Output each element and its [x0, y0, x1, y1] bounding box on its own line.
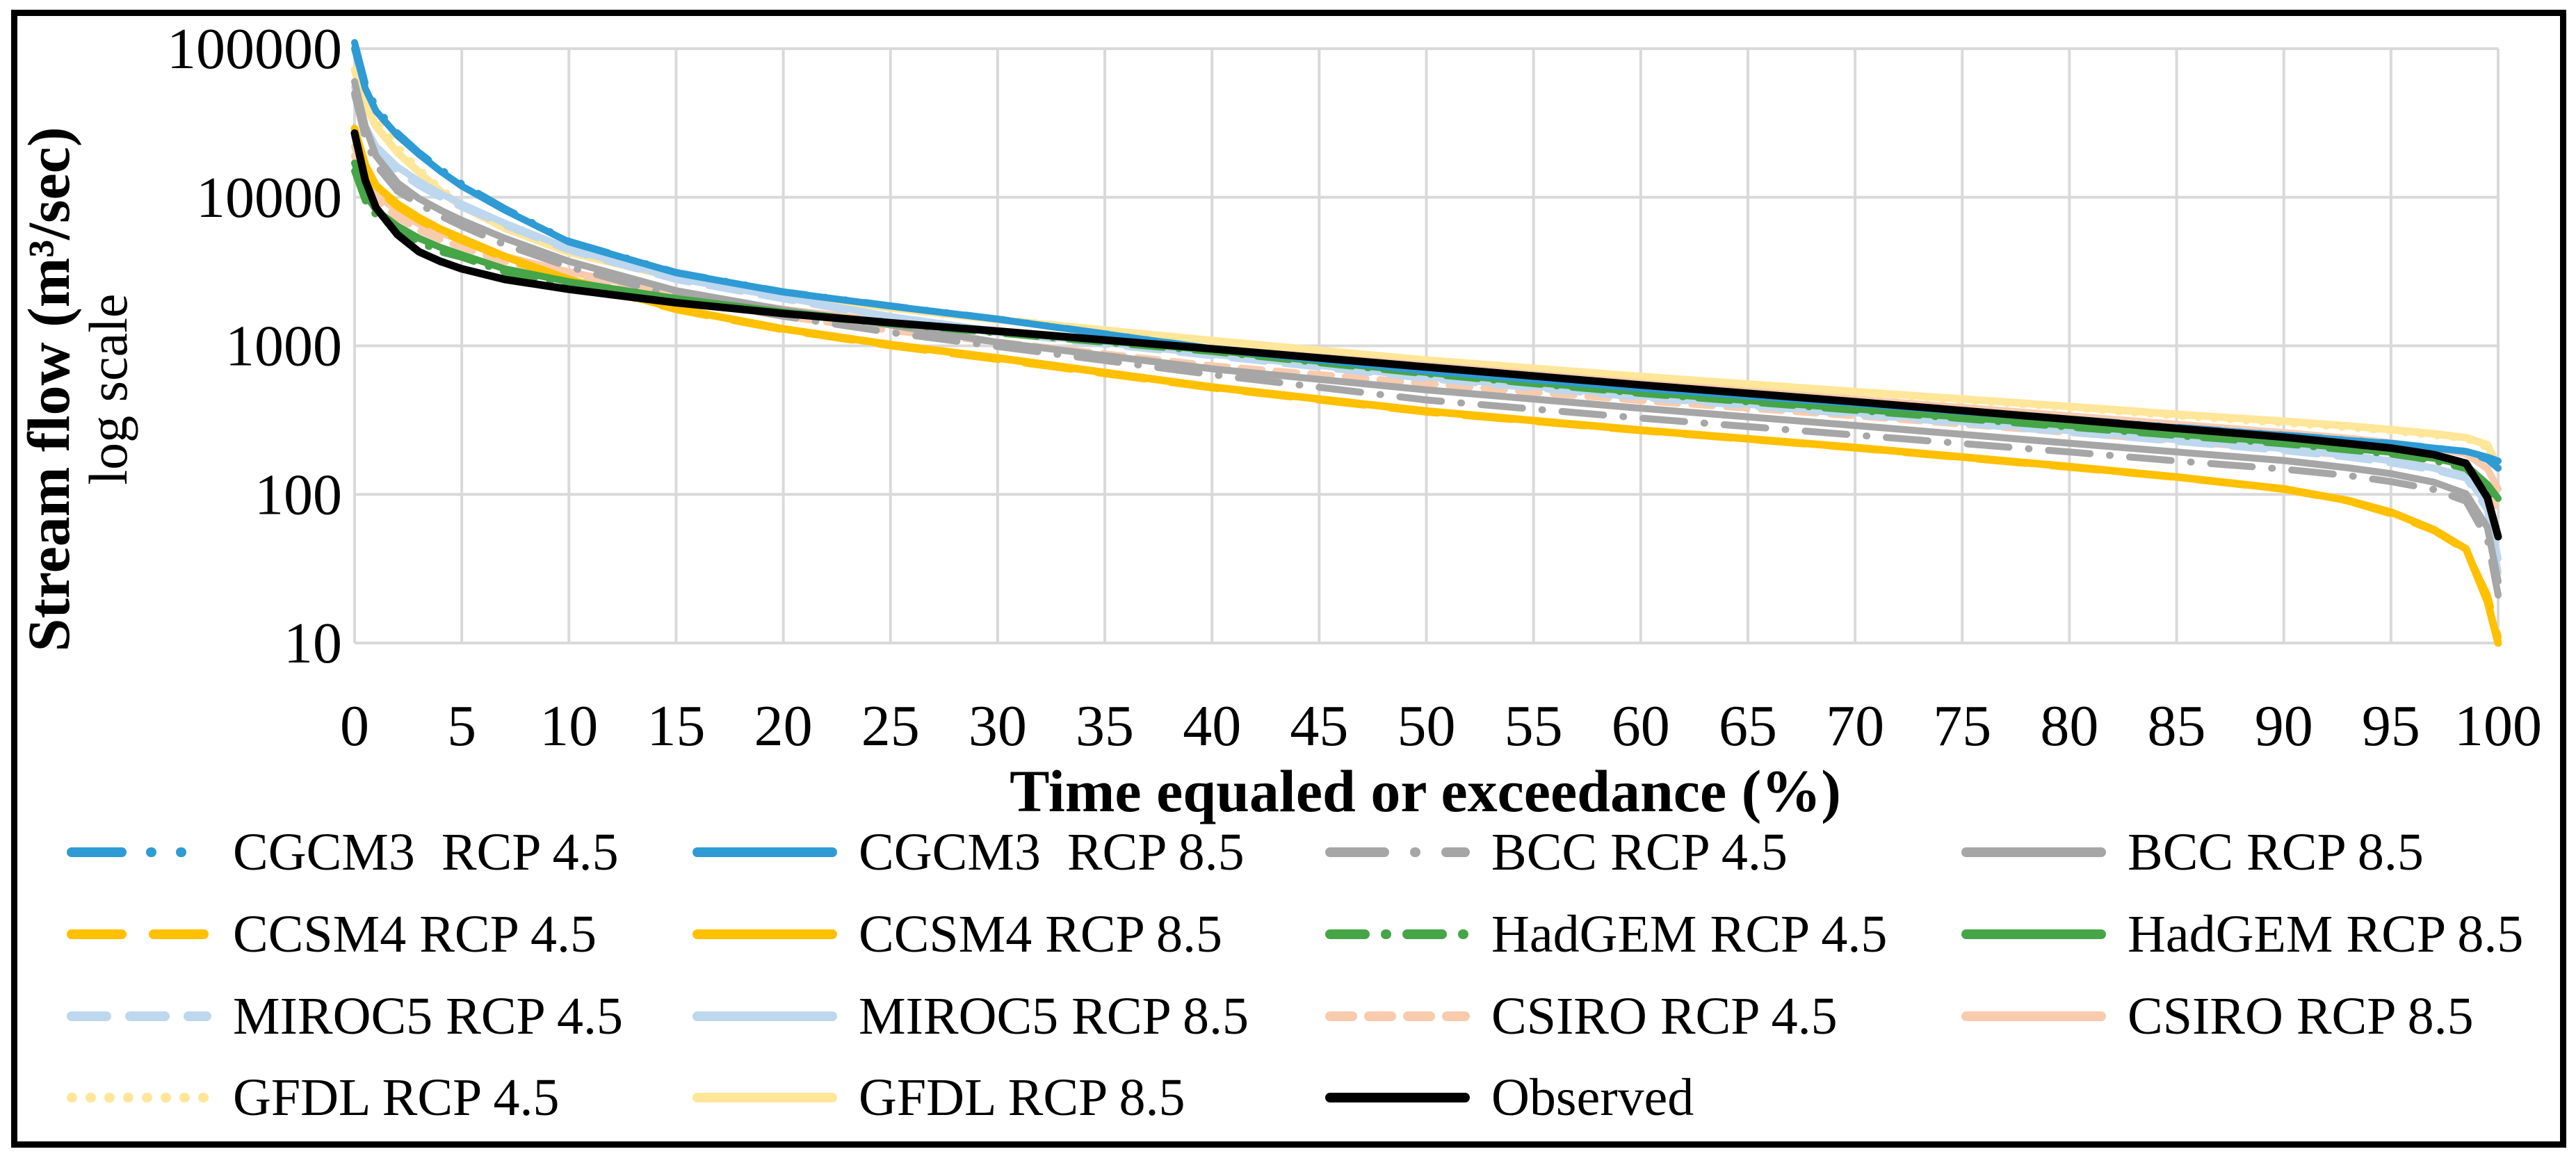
x-tick-label-10: 10 [540, 694, 598, 758]
x-tick-label-45: 45 [1290, 694, 1348, 758]
x-tick-label-0: 0 [340, 694, 369, 758]
series-line-observed [350, 129, 2502, 541]
legend-swatch-miroc5_45 [67, 1011, 211, 1021]
y-axis-title: Stream flow (m³/sec) [15, 127, 82, 652]
x-tick-label-80: 80 [2040, 694, 2098, 758]
legend-swatch-miroc5_85 [692, 1011, 837, 1021]
legend-swatch-observed [1325, 1093, 1470, 1102]
legend-swatch-gfdl_85 [692, 1093, 837, 1102]
legend-label-miroc5_85: MIROC5 RCP 8.5 [859, 987, 1249, 1045]
series-line-ccsm4_45 [351, 132, 2502, 641]
legend-label-hadgem_85: HadGEM RCP 8.5 [2128, 905, 2524, 963]
legend-swatch-csiro_45 [1325, 1011, 1470, 1021]
legend-label-cgcm3_45: CGCM3 RCP 4.5 [233, 823, 619, 881]
x-tick-label-90: 90 [2255, 694, 2313, 758]
legend-swatch-cgcm3_85 [692, 847, 837, 857]
legend-swatch-hadgem_85 [1961, 929, 2106, 939]
x-tick-label-25: 25 [861, 694, 920, 758]
x-tick-label-70: 70 [1826, 694, 1884, 758]
x-tick-label-75: 75 [1933, 694, 1991, 758]
legend-swatch-bcc_45 [1325, 847, 1470, 857]
y-tick-label-100: 100 [254, 462, 342, 527]
legend-swatch-hadgem_45 [1325, 929, 1470, 939]
legend-label-hadgem_45: HadGEM RCP 4.5 [1491, 905, 1888, 963]
x-tick-label-85: 85 [2148, 694, 2206, 758]
x-tick-label-40: 40 [1183, 694, 1241, 758]
x-tick-label-60: 60 [1612, 694, 1670, 758]
series-line-gfdl_85 [350, 66, 2502, 471]
x-tick-label-50: 50 [1398, 694, 1456, 758]
legend-label-csiro_45: CSIRO RCP 4.5 [1491, 987, 1838, 1045]
series-line-bcc_45 [351, 90, 2502, 599]
x-tick-label-20: 20 [754, 694, 813, 758]
legend-swatch-cgcm3_45 [67, 847, 211, 857]
x-tick-label-15: 15 [647, 694, 705, 758]
x-axis-title: Time equaled or exceedance (%) [1010, 758, 1841, 824]
x-tick-label-65: 65 [1719, 694, 1777, 758]
legend-label-ccsm4_45: CCSM4 RCP 4.5 [233, 905, 597, 963]
x-tick-label-100: 100 [2454, 694, 2542, 758]
x-tick-label-55: 55 [1505, 694, 1563, 758]
legend-swatch-gfdl_45 [67, 1093, 211, 1102]
legend-swatch-bcc_85 [1961, 847, 2106, 857]
series-line-cgcm3_45 [351, 39, 2502, 472]
legend-label-miroc5_45: MIROC5 RCP 4.5 [233, 987, 623, 1045]
legend-swatch-ccsm4_85 [692, 929, 837, 939]
legend-label-bcc_85: BCC RCP 8.5 [2128, 823, 2424, 881]
legend-label-ccsm4_85: CCSM4 RCP 8.5 [859, 905, 1223, 963]
y-axis-subtitle: log scale [78, 293, 138, 485]
x-tick-label-5: 5 [447, 694, 476, 758]
legend-label-observed: Observed [1491, 1068, 1694, 1127]
y-tick-label-10000: 10000 [196, 165, 342, 230]
figure-border [11, 10, 2566, 1148]
legend-label-gfdl_45: GFDL RCP 4.5 [233, 1068, 560, 1127]
legend-label-csiro_85: CSIRO RCP 8.5 [2128, 987, 2474, 1045]
legend-label-gfdl_85: GFDL RCP 8.5 [859, 1068, 1185, 1127]
legend-label-cgcm3_85: CGCM3 RCP 8.5 [859, 823, 1245, 881]
y-tick-label-10: 10 [284, 611, 342, 676]
x-tick-label-30: 30 [969, 694, 1027, 758]
x-tick-label-95: 95 [2362, 694, 2420, 758]
y-tick-label-1000: 1000 [225, 314, 342, 379]
y-tick-label-100000: 100000 [167, 17, 342, 81]
x-tick-label-35: 35 [1076, 694, 1134, 758]
legend-swatch-ccsm4_45 [67, 929, 211, 939]
legend-label-bcc_45: BCC RCP 4.5 [1491, 823, 1788, 881]
legend-swatch-csiro_85 [1961, 1011, 2106, 1021]
series-line-bcc_85 [351, 78, 2502, 585]
